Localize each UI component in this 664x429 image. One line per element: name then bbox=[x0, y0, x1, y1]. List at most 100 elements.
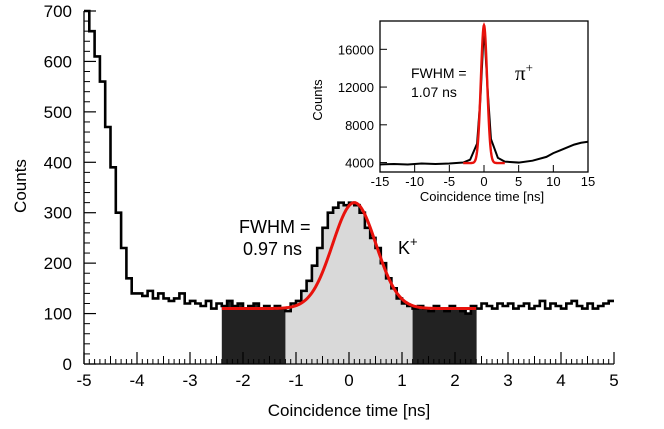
signal-bin bbox=[354, 205, 360, 364]
main-fit-curve bbox=[221, 201, 477, 311]
signal-bin bbox=[402, 303, 408, 364]
inset-x-tick-label: -15 bbox=[371, 174, 390, 189]
sideband-bin bbox=[460, 311, 466, 364]
y-axis-title: Counts bbox=[11, 159, 30, 213]
sideband-bin bbox=[433, 306, 440, 364]
sideband-bin bbox=[264, 306, 270, 364]
sideband-bin bbox=[221, 306, 228, 364]
y-tick-label: 700 bbox=[44, 2, 72, 21]
signal-bin bbox=[396, 298, 403, 364]
sideband-bin bbox=[237, 303, 244, 364]
signal-bin bbox=[349, 202, 355, 364]
signal-bin bbox=[327, 212, 334, 364]
x-tick-label: 1 bbox=[397, 371, 406, 390]
signal-bin bbox=[391, 288, 398, 364]
signal-bin bbox=[311, 265, 318, 364]
inset-fwhm-value: 1.07 ns bbox=[411, 84, 457, 100]
inset-x-tick-label: -10 bbox=[405, 174, 424, 189]
inset-tick-labels: -15 -10 -5 0 5 10 15 4000 8000 12000 16000 bbox=[338, 42, 595, 189]
fwhm-label: FWHM = bbox=[239, 217, 311, 237]
x-tick-label: -3 bbox=[182, 371, 197, 390]
signal-bin bbox=[333, 207, 339, 364]
signal-bin bbox=[296, 300, 302, 364]
inset-chart: -15 -10 -5 0 5 10 15 4000 8000 12000 16000 Coincid… bbox=[310, 20, 595, 204]
main-shaded-regions bbox=[221, 202, 477, 364]
sideband-bin bbox=[417, 306, 424, 364]
kaon-charge: + bbox=[410, 234, 418, 249]
sideband-bin bbox=[274, 306, 281, 364]
inset-gaussian-fit-line bbox=[463, 22, 505, 165]
signal-bin bbox=[317, 248, 323, 364]
y-tick-label: 400 bbox=[44, 153, 72, 172]
inset-y-tick-label: 16000 bbox=[338, 42, 374, 57]
main-axes bbox=[83, 10, 615, 365]
sideband-bin bbox=[423, 308, 429, 364]
pion-charge: + bbox=[526, 60, 533, 75]
histogram-line bbox=[84, 9, 614, 315]
inset-y-tick-label: 4000 bbox=[345, 156, 374, 171]
signal-bin bbox=[290, 303, 297, 364]
sideband-bin bbox=[449, 306, 456, 364]
main-histogram bbox=[84, 9, 614, 315]
sideband-bin bbox=[428, 311, 435, 364]
inset-x-tick-label: -5 bbox=[444, 174, 456, 189]
signal-bin bbox=[370, 237, 376, 364]
inset-x-tick-label: 0 bbox=[480, 174, 487, 189]
sideband-bin bbox=[227, 300, 233, 364]
sideband-bin bbox=[243, 308, 249, 364]
sideband-bin bbox=[444, 311, 451, 364]
sideband-bin bbox=[455, 308, 461, 364]
x-tick-label: -4 bbox=[129, 371, 144, 390]
x-tick-label: 3 bbox=[503, 371, 512, 390]
sideband-bin bbox=[470, 306, 477, 364]
x-tick-label: -5 bbox=[76, 371, 91, 390]
y-tick-label: 500 bbox=[44, 103, 72, 122]
x-tick-label: 4 bbox=[556, 371, 565, 390]
y-tick-label: 100 bbox=[44, 305, 72, 324]
inset-y-tick-label: 8000 bbox=[345, 118, 374, 133]
signal-bin bbox=[407, 306, 413, 364]
gaussian-fit-line bbox=[221, 201, 477, 311]
x-tick-label: 0 bbox=[344, 371, 353, 390]
inset-x-axis-title: Coincidence time [ns] bbox=[420, 189, 544, 204]
pion-symbol: π bbox=[515, 61, 526, 85]
sideband-bin bbox=[280, 308, 286, 364]
sideband-bin bbox=[465, 313, 472, 364]
y-tick-label: 600 bbox=[44, 52, 72, 71]
signal-bin bbox=[343, 205, 350, 364]
signal-bin bbox=[322, 227, 329, 364]
sideband-bin bbox=[253, 303, 260, 364]
inset-x-tick-label: 10 bbox=[546, 174, 560, 189]
inset-frame bbox=[379, 20, 589, 173]
y-tick-label: 300 bbox=[44, 204, 72, 223]
sideband-bin bbox=[258, 308, 265, 364]
inset-x-tick-label: 15 bbox=[581, 174, 595, 189]
signal-bin bbox=[285, 311, 292, 364]
inset-y-tick-label: 12000 bbox=[338, 80, 374, 95]
sideband-bin bbox=[269, 308, 276, 364]
signal-bin bbox=[375, 248, 382, 364]
signal-bin bbox=[386, 278, 392, 364]
sideband-bin bbox=[439, 308, 445, 364]
x-tick-label: -2 bbox=[235, 371, 250, 390]
kaon-symbol: K bbox=[398, 238, 410, 258]
y-tick-label: 200 bbox=[44, 254, 72, 273]
kaon-label: K+ bbox=[398, 234, 418, 258]
signal-bin bbox=[301, 290, 307, 364]
fwhm-value: 0.97 ns bbox=[243, 239, 302, 259]
sideband-bin bbox=[248, 306, 254, 364]
y-tick-label: 0 bbox=[63, 355, 72, 374]
sideband-bin bbox=[232, 306, 239, 364]
signal-bin bbox=[306, 280, 313, 364]
x-axis-title: Coincidence time [ns] bbox=[268, 401, 431, 420]
signal-bin bbox=[364, 227, 371, 364]
inset-y-axis-title: Counts bbox=[310, 79, 325, 121]
x-tick-label: 2 bbox=[450, 371, 459, 390]
inset-fwhm-label: FWHM = bbox=[411, 65, 467, 81]
signal-bin bbox=[338, 202, 345, 364]
pion-label: π+ bbox=[515, 60, 533, 85]
x-tick-label: 5 bbox=[609, 371, 618, 390]
x-tick-label: -1 bbox=[288, 371, 303, 390]
